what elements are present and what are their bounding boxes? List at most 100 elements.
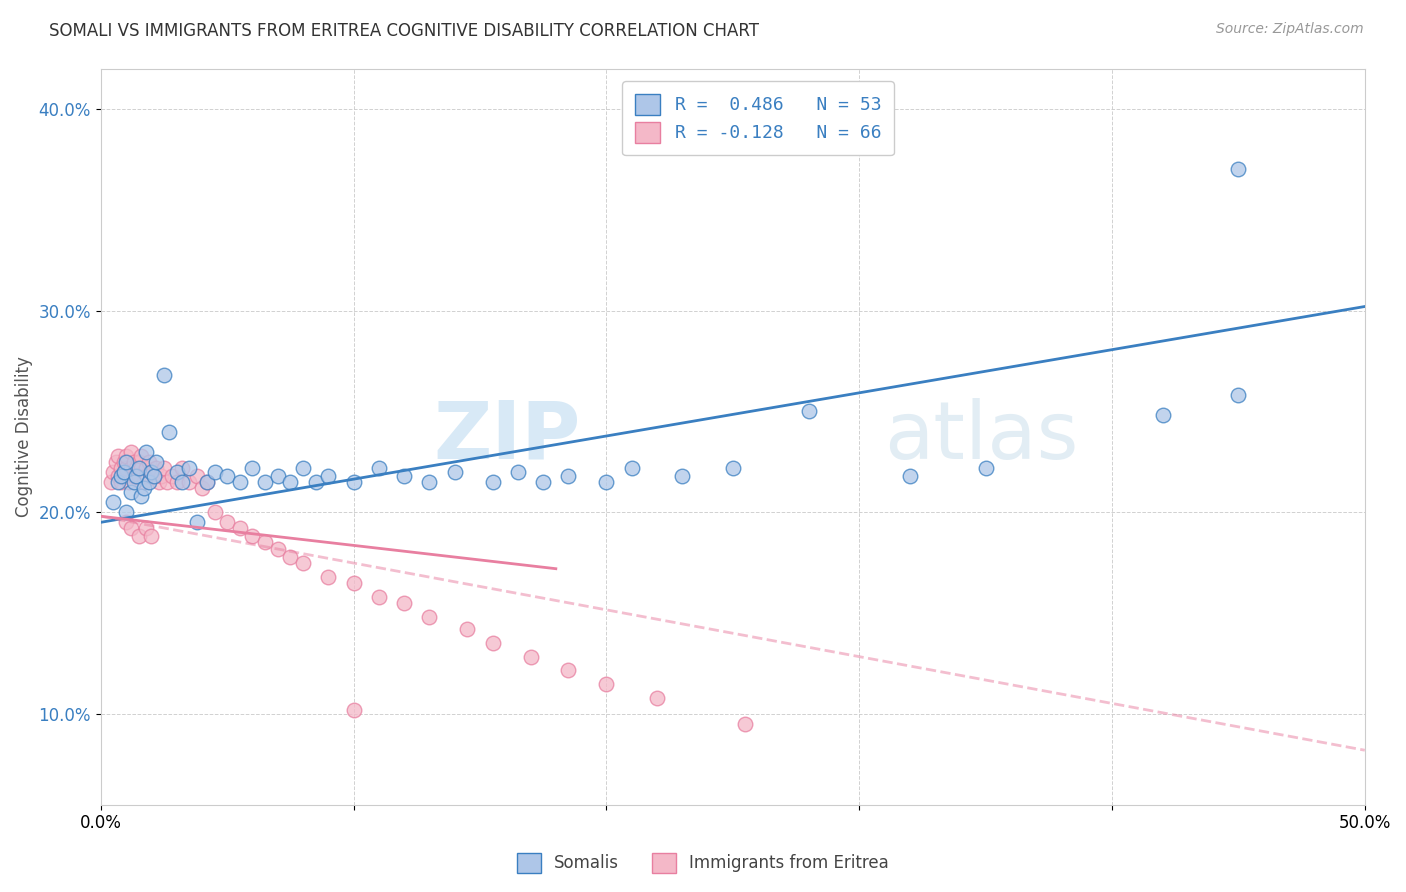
Point <box>595 475 617 489</box>
Point <box>104 455 127 469</box>
Point <box>103 465 125 479</box>
Point <box>138 475 160 489</box>
Point <box>141 465 163 479</box>
Point <box>481 475 503 489</box>
Point <box>186 516 208 530</box>
Point <box>142 469 165 483</box>
Point <box>110 469 132 483</box>
Point <box>443 465 465 479</box>
Point <box>115 455 138 469</box>
Point <box>166 475 188 489</box>
Point <box>204 505 226 519</box>
Point <box>135 444 157 458</box>
Point <box>129 489 152 503</box>
Point <box>112 465 135 479</box>
Point <box>280 475 302 489</box>
Point <box>342 475 364 489</box>
Point <box>595 676 617 690</box>
Point <box>734 717 756 731</box>
Point <box>557 469 579 483</box>
Point <box>1152 409 1174 423</box>
Point <box>115 449 138 463</box>
Point <box>132 475 155 489</box>
Point <box>122 475 145 489</box>
Point <box>100 475 122 489</box>
Point <box>125 461 148 475</box>
Text: Source: ZipAtlas.com: Source: ZipAtlas.com <box>1216 22 1364 37</box>
Text: ZIP: ZIP <box>434 398 581 475</box>
Text: atlas: atlas <box>884 398 1078 475</box>
Point <box>392 596 415 610</box>
Point <box>305 475 328 489</box>
Point <box>531 475 554 489</box>
Point <box>267 469 290 483</box>
Point <box>1227 388 1250 402</box>
Point <box>217 516 239 530</box>
Point <box>229 521 252 535</box>
Point <box>120 461 142 475</box>
Point <box>267 541 290 556</box>
Point <box>254 535 277 549</box>
Point <box>645 690 668 705</box>
Point <box>135 521 157 535</box>
Point <box>125 469 148 483</box>
Point <box>506 465 529 479</box>
Point <box>157 425 180 439</box>
Point <box>148 475 170 489</box>
Point <box>142 469 165 483</box>
Point <box>186 469 208 483</box>
Point <box>107 475 129 489</box>
Point <box>557 663 579 677</box>
Point <box>145 455 167 469</box>
Point <box>898 469 921 483</box>
Legend: Somalis, Immigrants from Eritrea: Somalis, Immigrants from Eritrea <box>510 847 896 880</box>
Point <box>122 469 145 483</box>
Point <box>179 461 201 475</box>
Point <box>242 529 264 543</box>
Point <box>418 475 440 489</box>
Point <box>179 475 201 489</box>
Point <box>367 590 389 604</box>
Point <box>1227 162 1250 177</box>
Point <box>170 475 193 489</box>
Point <box>135 469 157 483</box>
Point <box>721 461 744 475</box>
Point <box>166 465 188 479</box>
Point <box>107 469 129 483</box>
Point <box>318 469 340 483</box>
Point <box>318 570 340 584</box>
Point <box>191 481 214 495</box>
Point <box>141 529 163 543</box>
Point <box>342 575 364 590</box>
Point <box>620 461 643 475</box>
Point <box>153 368 176 382</box>
Point <box>129 449 152 463</box>
Point <box>145 461 167 475</box>
Legend: R =  0.486   N = 53, R = -0.128   N = 66: R = 0.486 N = 53, R = -0.128 N = 66 <box>623 81 894 155</box>
Point <box>342 703 364 717</box>
Point <box>195 475 218 489</box>
Point <box>217 469 239 483</box>
Point <box>115 505 138 519</box>
Point <box>418 610 440 624</box>
Point <box>103 495 125 509</box>
Point <box>128 469 150 483</box>
Text: SOMALI VS IMMIGRANTS FROM ERITREA COGNITIVE DISABILITY CORRELATION CHART: SOMALI VS IMMIGRANTS FROM ERITREA COGNIT… <box>49 22 759 40</box>
Point <box>115 516 138 530</box>
Point <box>671 469 693 483</box>
Point <box>280 549 302 564</box>
Point <box>204 465 226 479</box>
Point <box>120 485 142 500</box>
Point <box>974 461 997 475</box>
Point <box>292 556 315 570</box>
Point <box>125 469 148 483</box>
Point <box>132 481 155 495</box>
Point <box>115 461 138 475</box>
Point <box>242 461 264 475</box>
Point <box>122 455 145 469</box>
Point <box>120 444 142 458</box>
Point <box>150 469 173 483</box>
Point <box>112 469 135 483</box>
Point <box>195 475 218 489</box>
Point <box>110 461 132 475</box>
